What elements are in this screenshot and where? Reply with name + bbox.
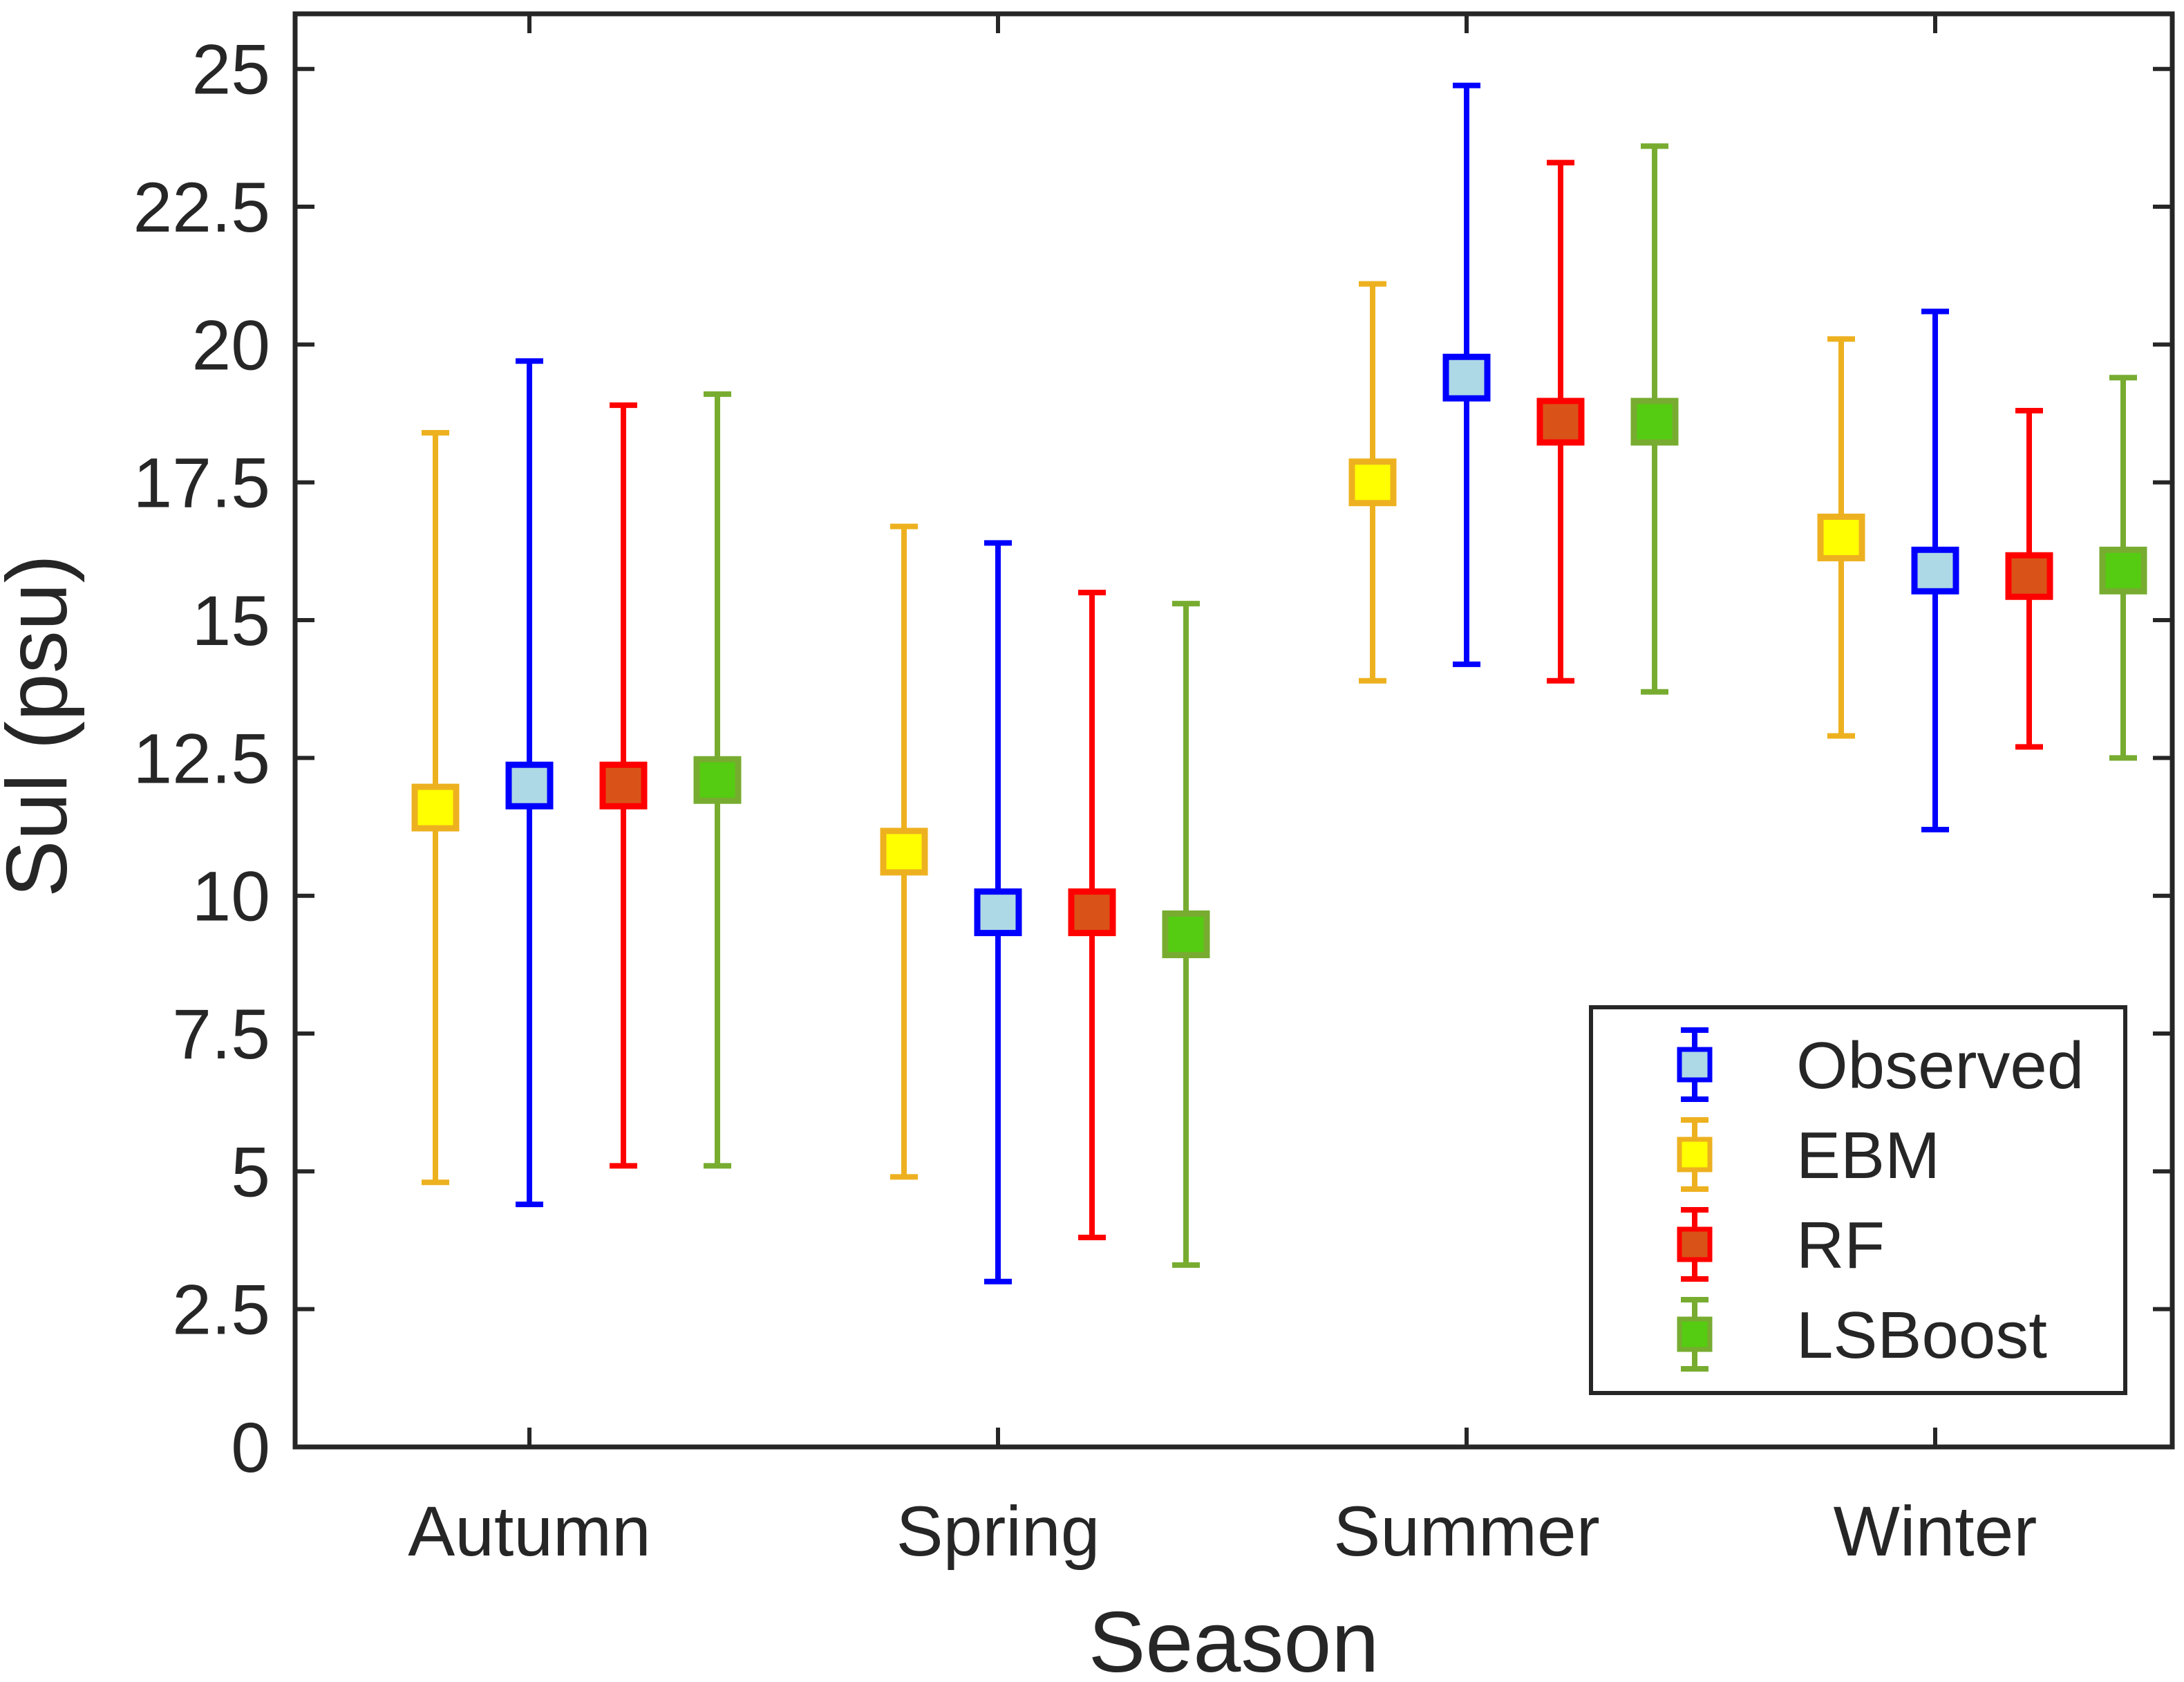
legend-label: Observed xyxy=(1796,1029,2084,1103)
mean-marker xyxy=(1068,888,1116,937)
legend-item-rf: RF xyxy=(1677,1207,1885,1282)
mean-marker xyxy=(693,756,742,804)
x-tick-label: Summer xyxy=(1333,1492,1599,1571)
y-tick-label: 7.5 xyxy=(172,995,270,1074)
y-tick-label: 2.5 xyxy=(172,1271,270,1349)
legend-item-observed: Observed xyxy=(1677,1027,2084,1103)
plot-area xyxy=(292,11,2175,1450)
x-tick-label: Autumn xyxy=(408,1492,651,1571)
mean-marker xyxy=(1162,910,1210,959)
mean-marker xyxy=(599,761,648,810)
y-tick-label: 10 xyxy=(192,857,270,936)
x-tick-label: Spring xyxy=(896,1492,1100,1571)
legend-marker xyxy=(1677,1226,1713,1262)
y-axis: 0 2.5 5 7.5 10 12.5 15 17.5 20 22.5 25 xyxy=(133,30,2172,1487)
mean-marker xyxy=(505,761,554,810)
series-ebm xyxy=(411,281,1865,1186)
mean-marker xyxy=(411,783,460,832)
y-tick-label: 22.5 xyxy=(133,168,270,247)
legend-marker xyxy=(1677,1316,1713,1352)
legend-label: LSBoost xyxy=(1796,1298,2047,1372)
series-observed xyxy=(505,82,1959,1284)
mean-marker xyxy=(1536,398,1585,446)
y-tick-label: 25 xyxy=(192,30,270,109)
legend-item-lsboost: LSBoost xyxy=(1677,1297,2047,1372)
mean-marker xyxy=(1348,458,1397,507)
mean-marker xyxy=(2099,546,2147,595)
y-tick-label: 12.5 xyxy=(133,719,270,798)
mean-marker xyxy=(1911,546,1959,595)
x-axis: Autumn Spring Summer Winter xyxy=(408,14,2037,1571)
legend-label: RF xyxy=(1796,1208,1885,1282)
mean-marker xyxy=(1442,353,1491,402)
mean-marker xyxy=(1630,398,1679,446)
legend-marker xyxy=(1677,1047,1713,1083)
y-tick-label: 0 xyxy=(231,1408,270,1487)
y-tick-label: 5 xyxy=(231,1132,270,1211)
y-tick-label: 17.5 xyxy=(133,444,270,523)
x-tick-label: Winter xyxy=(1834,1492,2037,1571)
mean-marker xyxy=(2005,552,2053,600)
series-lsboost xyxy=(693,143,2147,1268)
x-axis-title: Season xyxy=(1089,1595,1380,1682)
mean-marker xyxy=(974,888,1022,937)
legend: Observed EBM RF LSBoost xyxy=(1589,1005,2127,1395)
y-tick-label: 15 xyxy=(192,581,270,660)
mean-marker xyxy=(880,828,928,876)
y-tick-label: 20 xyxy=(192,306,270,384)
legend-label: EBM xyxy=(1796,1119,1940,1193)
plot-frame xyxy=(292,11,2175,1450)
y-axis-title: Sul (psu) xyxy=(0,554,85,897)
legend-marker xyxy=(1677,1137,1713,1172)
mean-marker xyxy=(1817,513,1865,561)
series-rf xyxy=(599,160,2053,1241)
legend-item-ebm: EBM xyxy=(1677,1117,1940,1193)
